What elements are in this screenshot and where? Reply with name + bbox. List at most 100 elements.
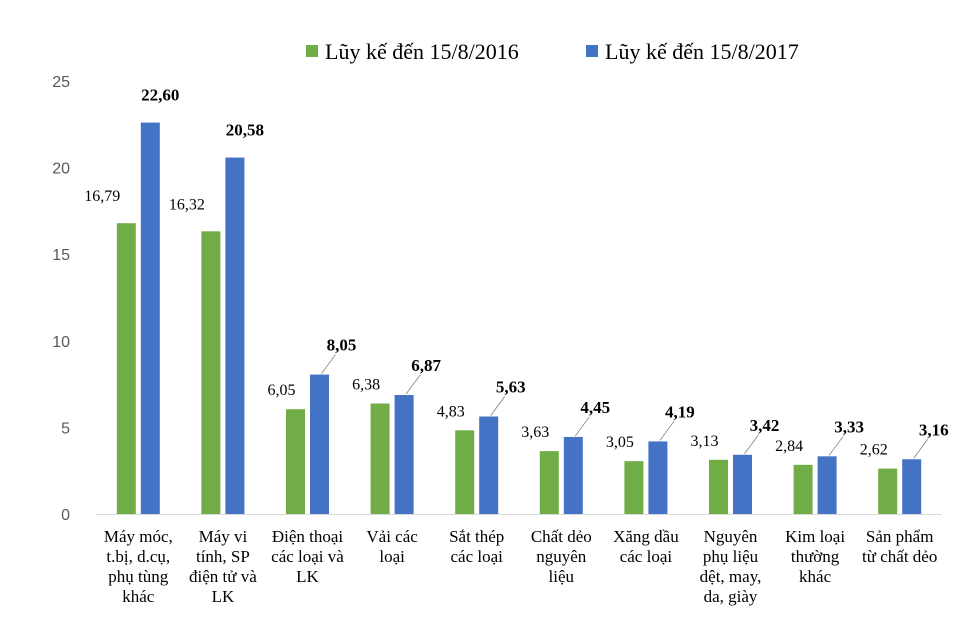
- category-label: Máy vi tính, SP điện tử và LK: [189, 527, 257, 606]
- category-label-line: LK: [296, 567, 319, 586]
- category-label-line: LK: [212, 587, 235, 606]
- data-label-2017: 8,05: [327, 336, 357, 355]
- category-label-line: các loại và: [271, 547, 344, 566]
- category-label-line: Điện thoại: [272, 527, 344, 546]
- bar-2016: [370, 403, 390, 514]
- category-label: Máy móc, t.bị, d.cụ, phụ tùng khác: [104, 527, 173, 606]
- category-label-line: Sản phẩm: [866, 527, 934, 546]
- leader-line: [659, 421, 675, 441]
- bar-2017: [479, 416, 499, 514]
- category-label-line: các loại: [620, 547, 673, 566]
- category-label: Kim loại thường khác: [785, 527, 845, 586]
- data-label-2017: 3,16: [919, 420, 949, 439]
- data-label-2016: 3,63: [521, 424, 549, 441]
- category-label: Sắt thép các loại: [449, 527, 504, 566]
- data-label-2017: 5,63: [496, 377, 526, 396]
- bar-2016: [539, 451, 559, 514]
- category-label-line: Nguyên: [704, 527, 758, 546]
- leader-line: [405, 374, 421, 395]
- bar-2017: [225, 157, 245, 515]
- y-tick-label: 0: [61, 507, 70, 524]
- category-label-line: Máy vi: [199, 527, 248, 546]
- data-label-2017: 3,33: [834, 417, 864, 436]
- y-tick-label: 20: [52, 161, 70, 178]
- category-label: Điện thoại các loại và LK: [271, 527, 344, 586]
- bar-2017: [394, 395, 414, 514]
- data-label-2017: 3,42: [750, 416, 780, 435]
- category-label: Nguyên phụ liệu dệt, may, da, giày: [700, 527, 762, 606]
- y-tick-label: 15: [52, 247, 70, 264]
- category-label-line: Máy móc,: [104, 527, 173, 546]
- category-label-line: tính, SP: [196, 547, 250, 566]
- data-label-2016: 3,05: [606, 434, 634, 451]
- category-label-line: phụ tùng: [108, 567, 168, 586]
- leader-line: [321, 354, 336, 374]
- leader-line: [490, 396, 506, 416]
- bar-2017: [733, 454, 752, 514]
- bar-2016: [793, 464, 813, 514]
- bar-2016: [878, 468, 898, 514]
- bar-2016: [286, 409, 305, 514]
- category-label-line: Kim loại: [785, 527, 845, 546]
- category-label-line: nguyên: [536, 547, 587, 566]
- category-label-line: Chất dẻo: [531, 527, 592, 546]
- data-label-2016: 3,13: [691, 433, 719, 450]
- category-label-line: khác: [799, 567, 832, 586]
- leader-line: [913, 439, 929, 459]
- category-label-line: da, giày: [704, 587, 758, 606]
- bar-2017: [140, 122, 160, 515]
- bar-2017: [902, 459, 922, 514]
- leader-line: [744, 434, 759, 455]
- data-label-2017: 4,19: [665, 402, 695, 421]
- category-label-line: loại: [379, 547, 405, 566]
- legend-item-2017-label: Lũy kế đến 15/8/2017: [605, 39, 799, 64]
- leader-line: [828, 436, 844, 456]
- bar-2017: [310, 374, 329, 514]
- data-label-2016: 2,62: [860, 442, 888, 459]
- leader-line: [574, 416, 590, 437]
- category-label-line: liệu: [549, 567, 575, 586]
- category-label: Sản phẩm từ chất dẻo: [862, 527, 937, 566]
- data-label-2016: 16,32: [169, 196, 205, 213]
- y-tick-label: 5: [61, 420, 70, 437]
- legend: Lũy kế đến 15/8/2016 Lũy kế đến 15/8/2017: [306, 39, 799, 64]
- data-label-2017: 4,45: [580, 398, 610, 417]
- data-label-2016: 16,79: [84, 188, 120, 205]
- category-label: Xăng dầu các loại: [613, 527, 679, 566]
- category-label-line: dệt, may,: [700, 567, 762, 586]
- category-label-line: khác: [122, 587, 155, 606]
- bar-2016: [116, 223, 136, 514]
- category-label: Chất dẻo nguyên liệu: [531, 527, 592, 586]
- bar-2017: [817, 456, 837, 514]
- category-label-line: điện tử và: [189, 567, 257, 586]
- y-tick-label: 25: [52, 74, 70, 91]
- bar-2016: [709, 459, 728, 514]
- data-label-2017: 22,60: [141, 86, 179, 105]
- data-label-2016: 6,38: [352, 376, 380, 393]
- data-labels: 16,79 22,60 16,32 20,58 6,05 8,05 6,38 6,87 4,83…: [84, 86, 948, 459]
- category-label-line: t.bị, d.cụ,: [106, 547, 170, 566]
- bar-2017: [563, 436, 583, 514]
- bar-2016: [624, 461, 644, 514]
- category-label-line: từ chất dẻo: [862, 547, 937, 566]
- bar-2017: [648, 441, 668, 514]
- data-label-2016: 4,83: [437, 403, 465, 420]
- category-label-line: Sắt thép: [449, 527, 504, 546]
- category-label-line: phụ liệu: [703, 547, 759, 566]
- legend-item-2017-swatch: [586, 45, 598, 57]
- legend-item-2016-label: Lũy kế đến 15/8/2016: [325, 39, 519, 64]
- y-tick-label: 10: [52, 334, 70, 351]
- category-label-line: thường: [791, 547, 840, 566]
- bar-2016: [455, 430, 475, 514]
- y-axis: 0 5 10 15 20 25: [52, 74, 70, 524]
- category-label: Vải các loại: [366, 527, 418, 566]
- category-label-line: các loại: [451, 547, 504, 566]
- bar-2016: [201, 231, 221, 515]
- data-label-2016: 6,05: [268, 382, 296, 399]
- bars: [116, 122, 922, 515]
- category-label-line: Vải các: [366, 527, 418, 546]
- legend-item-2016-swatch: [306, 45, 318, 57]
- data-label-2016: 2,84: [775, 438, 803, 455]
